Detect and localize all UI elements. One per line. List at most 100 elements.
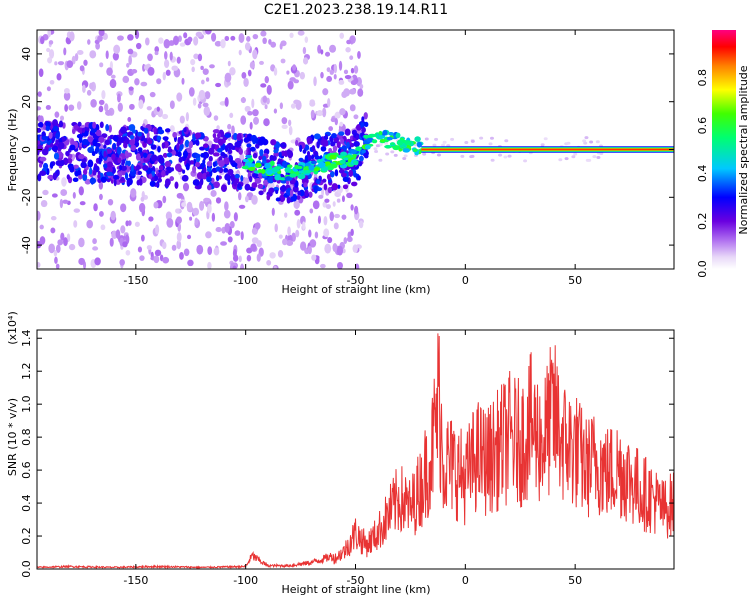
spectrogram-cell [346,192,353,199]
spectrogram-cell [338,60,343,71]
spectrogram-cell [303,182,308,188]
spectrogram-cell [460,154,465,158]
spectrogram-cell [204,30,212,35]
spectrogram-cell [177,151,182,158]
spectrogram-cell [371,139,378,144]
spectrogram-cell [135,164,141,170]
spectrogram-cell [273,149,279,154]
spectrogram-cell [404,140,412,146]
spectrogram-cell [322,88,329,96]
spectrogram-cell [37,140,41,145]
spectrogram-cell [361,126,366,134]
spectrogram-cell [350,149,357,155]
spectrogram-cell [279,102,284,110]
spectrogram-cell [540,143,545,147]
spectrogram-cell [302,149,307,154]
spectrogram-cell [156,106,160,112]
spectrogram-cell [349,88,356,95]
spectrogram-cell [186,147,192,153]
spectrogram-cell [105,50,109,60]
spectrogram-cell [61,177,67,187]
spectrogram-cell [271,207,275,217]
spectrogram-cell [109,237,114,247]
spectrogram-cell [311,145,316,152]
spectrogram-cell [252,172,259,178]
snr-panel: -150 -100 -50 0 50 0.00.20.40.60.81.01.21.4 … [6,311,675,596]
spectrogram-cell [167,148,173,153]
spectrogram-cell [182,182,190,192]
spectrogram-cell [297,30,305,36]
spectrogram-cell [110,210,116,221]
spectrogram-cell [378,135,386,139]
spectrogram-cell [82,84,86,94]
spectrogram-cell [66,60,74,69]
spectrogram-cell [146,245,153,250]
spectrogram-cell [322,178,327,183]
spectrogram-cell [278,234,283,239]
spectrogram-cell [100,176,107,183]
spectrogram-cell [422,152,427,156]
spectrogram-cell [270,41,277,48]
spectrogram-cell [361,149,366,154]
spectrogram-cell [318,194,324,199]
spectrogram-cell [200,153,205,158]
spectrogram-cell [148,173,153,180]
spectrogram-cell [214,40,222,47]
spectrogram-cell [64,104,69,112]
spectrogram-cell [211,212,216,222]
spectrogram-cell [266,193,271,201]
spectrogram-cell [307,245,312,255]
spectrogram-cell [341,195,345,203]
spectrogram-cell [192,97,197,106]
spectrogram-cell [126,179,131,187]
spectrogram-cell [56,73,62,81]
spectrogram-cell [288,119,292,127]
snr-x-tick-label: 50 [568,574,582,587]
spectrogram-cell [231,125,235,135]
spectrogram-cell [162,195,167,204]
spectrogram-cell [388,132,394,136]
spectrogram-cell [54,61,58,66]
spectrogram-cell [358,220,364,229]
spectrogram-cell [78,257,86,266]
spectrogram-cell [69,165,75,173]
spectrogram-cell [56,169,60,176]
spectrogram-cell [90,98,97,108]
spectrogram-cell [197,53,203,62]
spectrogram-cell [244,42,251,51]
spectrogram-x-tick-label: -100 [233,274,258,287]
spectrogram-cell [464,140,469,144]
spectrogram-cell [86,219,94,229]
spectrogram-cell [103,144,107,149]
spectrogram-cell [231,176,235,183]
spectrogram-cell [308,229,312,238]
spectrogram-cell [81,127,86,134]
spectrogram-cell [314,231,319,239]
spectrogram-cell [566,141,571,145]
spectrogram-cell [340,151,348,157]
spectrogram-cell [202,143,209,149]
spectrogram-cell [80,161,87,169]
spectrogram-cell [48,40,54,45]
spectrogram-cell [176,56,181,64]
spectrogram-cell [123,142,128,149]
spectrogram-cell [244,165,249,169]
spectrogram-cell [393,153,398,157]
spectrogram-cell [252,49,258,60]
spectrogram-cell [98,99,105,106]
spectrogram-cell [334,118,338,126]
spectrogram-cell [479,136,484,140]
spectrogram-cell [273,265,278,269]
spectrogram-cell [122,75,130,84]
spectrogram-cell [59,198,64,209]
spectrogram-cell [53,125,59,132]
spectrogram-cell [424,137,429,141]
spectrogram-cell [67,157,73,164]
spectrogram-cell [275,197,281,202]
spectrogram-cell [281,184,286,192]
spectrogram-cell [247,110,253,116]
spectrogram-cell [256,240,262,248]
snr-y-axis-label: SNR (10 * v/v) [6,398,19,476]
spectrogram-cell [105,109,112,116]
spectrogram-cell [352,244,358,253]
